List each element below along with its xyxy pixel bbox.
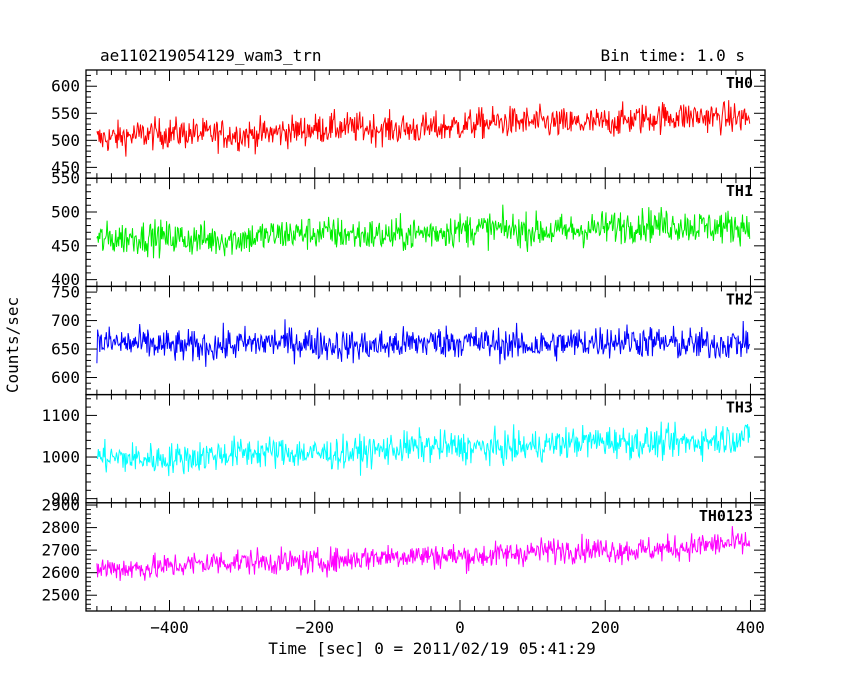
y-tick-label: 700 — [51, 311, 80, 330]
y-tick-label: 2500 — [41, 586, 80, 605]
y-tick-label: 650 — [51, 340, 80, 359]
x-tick-label: −200 — [295, 618, 334, 637]
y-tick-label: 400 — [51, 270, 80, 289]
y-tick-label: 2800 — [41, 518, 80, 537]
panel-label-th2: TH2 — [726, 290, 753, 308]
y-axis-label: Counts/sec — [3, 297, 22, 393]
series-line-th1 — [96, 204, 751, 259]
x-tick-label: −400 — [150, 618, 189, 637]
y-tick-label: 450 — [51, 236, 80, 255]
series-line-th0 — [96, 100, 751, 157]
x-axis-label: Time [sec] 0 = 2011/02/19 05:41:29 — [268, 639, 596, 658]
panel-label-th3: TH3 — [726, 399, 753, 417]
y-tick-label: 550 — [51, 169, 80, 188]
y-tick-label: 2600 — [41, 563, 80, 582]
labels-layer: TH0 450 500 550 600 TH1 400 450 500 550 TH2 600 650 7… — [41, 74, 764, 637]
y-tick-label: 900 — [51, 489, 80, 508]
y-tick-label: 2700 — [41, 541, 80, 560]
y-tick-label: 600 — [51, 77, 80, 96]
y-tick-label: 1000 — [41, 448, 80, 467]
y-tick-label: 600 — [51, 368, 80, 387]
x-tick-label: 0 — [455, 618, 465, 637]
chart-title: ae110219054129_wam3_trn — [100, 46, 322, 65]
y-tick-label: 500 — [51, 203, 80, 222]
panel-frame-th0123 — [85, 502, 766, 612]
y-tick-label: 2900 — [41, 496, 80, 515]
y-tick-label: 1100 — [41, 406, 80, 425]
panel-label-th0: TH0 — [726, 74, 753, 92]
panel-label-th1: TH1 — [726, 182, 753, 200]
series-line-th2 — [96, 319, 751, 367]
curves-layer — [96, 100, 751, 581]
x-tick-label: 200 — [591, 618, 620, 637]
y-tick-label: 450 — [51, 158, 80, 177]
y-tick-label: 550 — [51, 104, 80, 123]
panel-label-th0123: TH0123 — [699, 507, 753, 525]
y-tick-label: 750 — [51, 283, 80, 302]
bin-time-label: Bin time: 1.0 s — [601, 46, 746, 65]
ticks-layer — [86, 69, 765, 611]
x-tick-label: 400 — [736, 618, 765, 637]
series-line-th0123 — [96, 526, 751, 581]
y-tick-label: 500 — [51, 131, 80, 150]
series-line-th3 — [96, 421, 751, 477]
